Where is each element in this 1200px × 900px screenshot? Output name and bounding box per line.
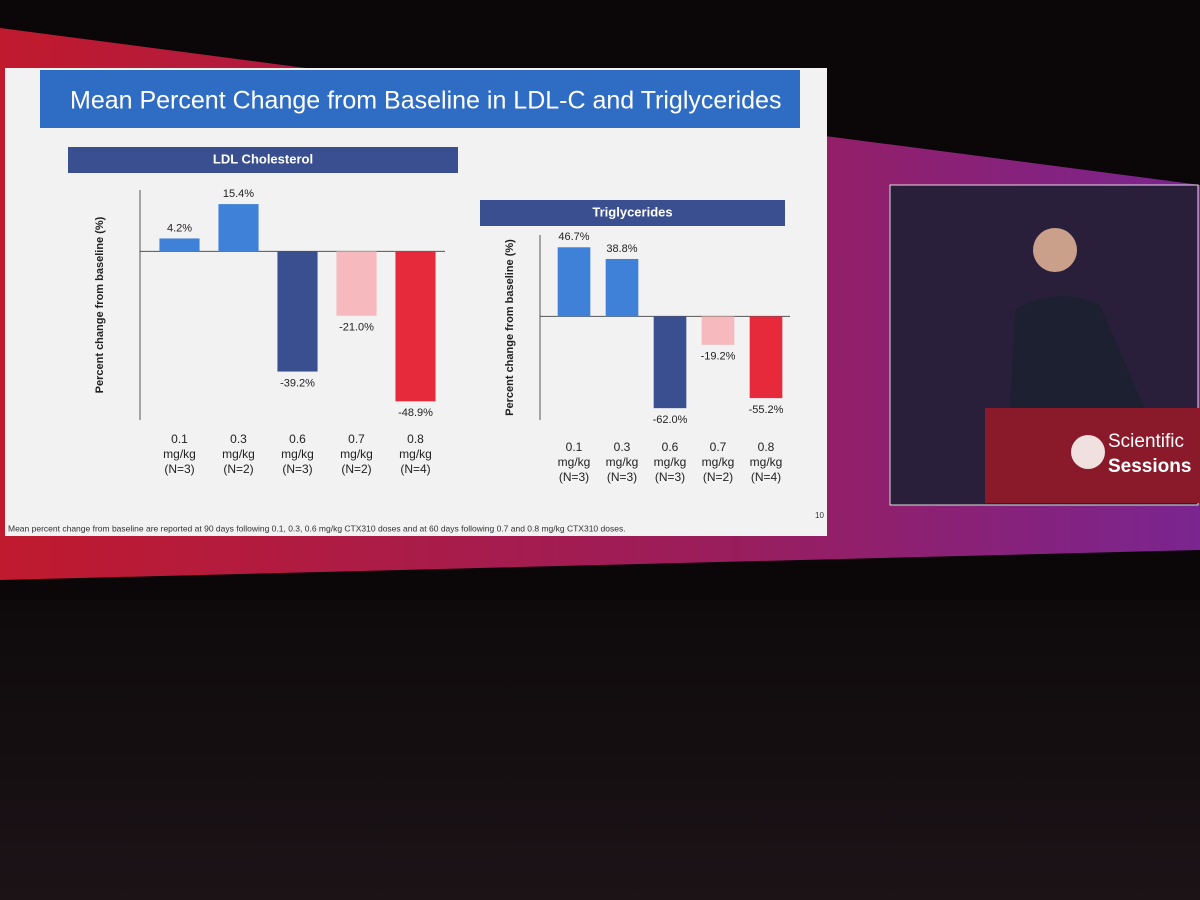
- speaker-head: [1033, 228, 1077, 272]
- slide-header: [40, 70, 800, 128]
- podium-text: Scientific: [1108, 431, 1184, 452]
- speaker-body: [1010, 296, 1145, 410]
- x-tick-label: 0.6 mg/kg (N=3): [653, 440, 687, 484]
- value-label: 38.8%: [606, 243, 637, 255]
- x-tick-label: 0.8 mg/kg (N=4): [749, 440, 783, 484]
- podium-logo: [1071, 435, 1105, 469]
- x-tick-label: 0.1 mg/kg (N=3): [557, 440, 591, 484]
- chart-title: LDL Cholesterol: [213, 151, 313, 166]
- podium-text: Sessions: [1108, 456, 1191, 477]
- bar: [557, 247, 591, 317]
- value-label: -62.0%: [653, 414, 688, 426]
- x-tick-label: 0.7 mg/kg (N=2): [340, 432, 373, 476]
- value-label: -48.9%: [398, 407, 433, 419]
- panel-header: [68, 147, 458, 173]
- value-label: -55.2%: [749, 404, 784, 416]
- value-label: -39.2%: [280, 377, 315, 389]
- bar: [395, 251, 436, 402]
- x-tick-label: 0.1 mg/kg (N=3): [163, 432, 196, 476]
- footnote: Mean percent change from baseline are re…: [8, 523, 626, 533]
- value-label: -21.0%: [339, 322, 374, 334]
- x-tick-label: 0.3 mg/kg (N=3): [605, 440, 639, 484]
- value-label: 4.2%: [167, 222, 192, 234]
- x-tick-label: 0.8 mg/kg (N=4): [399, 432, 432, 476]
- bar: [277, 251, 318, 372]
- x-tick-label: 0.7 mg/kg (N=2): [701, 440, 735, 484]
- bar: [605, 258, 639, 317]
- value-label: 46.7%: [558, 231, 589, 243]
- bar: [336, 251, 377, 316]
- panel-header: [480, 200, 785, 226]
- bar: [218, 204, 259, 252]
- bar: [159, 238, 200, 252]
- bar: [749, 316, 783, 399]
- value-label: -19.2%: [701, 351, 736, 363]
- y-axis-label: Percent change from baseline (%): [94, 216, 106, 393]
- bar: [653, 316, 687, 409]
- y-axis-label: Percent change from baseline (%): [504, 239, 516, 416]
- value-label: 15.4%: [223, 188, 254, 200]
- x-tick-label: 0.3 mg/kg (N=2): [222, 432, 255, 476]
- bar: [701, 316, 735, 345]
- slide-title: Mean Percent Change from Baseline in LDL…: [70, 87, 781, 115]
- page-number: 10: [815, 511, 824, 520]
- chart-title: Triglycerides: [592, 204, 672, 219]
- x-tick-label: 0.6 mg/kg (N=3): [281, 432, 314, 476]
- floor: [0, 600, 1200, 900]
